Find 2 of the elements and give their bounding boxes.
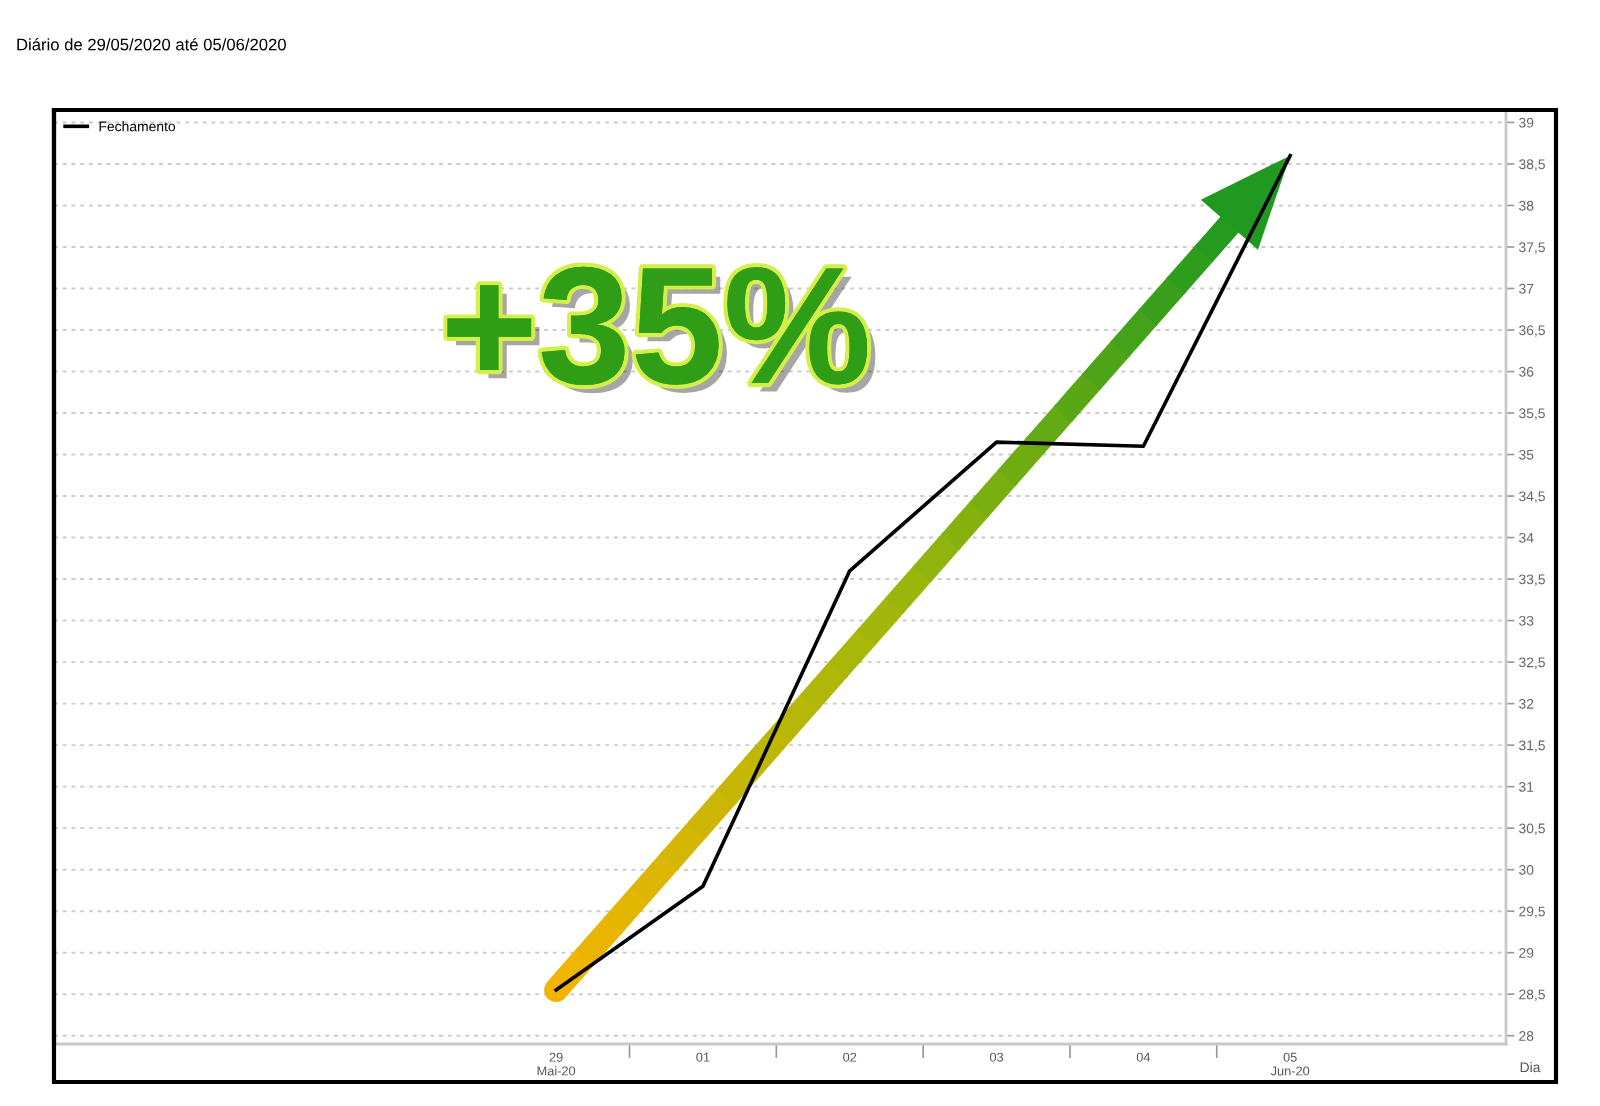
annotation: +35% (447, 266, 876, 394)
text: Diário de 29/05/2020 até 05/06/2020 (17, 38, 286, 51)
